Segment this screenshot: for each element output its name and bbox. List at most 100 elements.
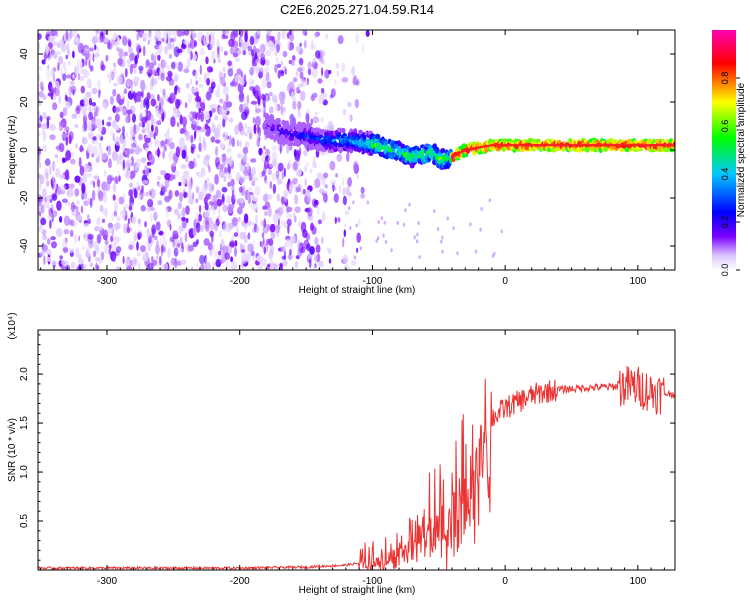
x-tick-label: -100 <box>362 276 382 287</box>
heat-speckle <box>96 47 100 54</box>
heat-speckle <box>144 137 151 144</box>
heat-speckle <box>210 136 216 143</box>
heat-speckle <box>230 81 235 87</box>
heat-speckle <box>292 177 298 185</box>
heat-speckle <box>247 243 254 253</box>
y-tick-label: 0 <box>19 147 30 153</box>
heat-speckle <box>287 254 294 260</box>
heat-speckle <box>236 206 243 215</box>
heat-speckle <box>313 255 318 262</box>
heat-speckle <box>65 94 68 101</box>
heat-speckle <box>253 88 256 97</box>
heat-speckle <box>271 94 278 103</box>
heat-speckle <box>192 226 197 237</box>
heat-speckle <box>56 200 62 211</box>
heat-speckle <box>154 138 159 147</box>
heat-speckle <box>307 61 312 70</box>
heat-speckle <box>142 45 146 57</box>
heat-speckle <box>46 248 52 258</box>
heat-speckle <box>199 204 202 213</box>
heat-speckle <box>116 216 121 222</box>
heat-speckle <box>108 226 113 235</box>
heat-speckle <box>250 158 257 163</box>
heat-speckle <box>345 186 351 196</box>
heat-speckle <box>324 184 328 189</box>
heat-speckle <box>204 154 210 161</box>
heat-speckle <box>160 170 167 176</box>
heat-speckle <box>69 80 75 86</box>
heat-speckle <box>181 116 188 127</box>
heat-signal-cell <box>304 142 308 149</box>
x-tick-label: 100 <box>629 576 646 587</box>
heat-speckle <box>218 168 225 178</box>
heat-speckle <box>452 226 455 231</box>
heat-speckle <box>97 178 100 188</box>
heat-speckle <box>271 144 278 152</box>
heat-speckle <box>102 119 105 126</box>
heat-speckle <box>228 156 233 168</box>
heat-speckle <box>329 160 336 171</box>
heat-speckle <box>64 126 70 132</box>
heat-speckle <box>77 42 84 54</box>
heat-speckle <box>336 70 339 78</box>
heat-speckle <box>106 121 112 127</box>
heat-speckle <box>70 201 75 212</box>
heat-speckle <box>276 178 283 185</box>
heat-speckle <box>251 49 254 57</box>
heat-speckle <box>86 144 94 154</box>
heat-speckle <box>206 31 209 42</box>
heat-speckle <box>350 260 357 266</box>
heat-speckle <box>261 78 267 89</box>
y-tick-label: 1.5 <box>19 416 30 430</box>
heat-speckle <box>79 67 86 75</box>
heat-speckle <box>239 30 244 37</box>
heat-speckle <box>208 166 211 173</box>
heat-speckle <box>342 195 347 206</box>
heat-speckle <box>136 241 139 251</box>
heat-signal-cell <box>285 120 290 126</box>
heat-speckle <box>130 156 134 167</box>
heat-speckle <box>80 178 84 185</box>
heat-speckle <box>179 191 183 203</box>
heat-speckle <box>212 244 215 252</box>
heat-speckle <box>60 68 63 77</box>
heat-speckle <box>146 161 152 166</box>
heat-speckle <box>133 123 136 134</box>
heat-speckle <box>365 30 370 37</box>
y-tick-label: 20 <box>19 96 30 108</box>
heat-speckle <box>342 237 345 248</box>
heat-speckle <box>52 174 55 182</box>
heat-speckle <box>236 68 242 76</box>
heat-speckle <box>51 241 57 249</box>
heat-speckle <box>327 121 334 132</box>
heat-speckle <box>276 43 280 53</box>
heat-signal-cell <box>340 127 346 134</box>
heat-speckle <box>269 91 273 97</box>
heat-speckle <box>227 223 232 233</box>
heat-speckle <box>38 66 43 71</box>
heat-speckle <box>68 85 72 97</box>
heat-speckle <box>147 39 150 45</box>
heat-speckle <box>251 79 255 85</box>
heat-speckle <box>41 59 46 65</box>
heat-speckle <box>212 194 218 203</box>
heat-speckle <box>112 88 117 97</box>
heat-speckle <box>93 240 99 251</box>
heat-speckle <box>98 265 101 270</box>
heat-speckle <box>307 207 313 217</box>
y-tick-label: 0.5 <box>19 514 30 528</box>
heat-speckle <box>87 233 94 240</box>
heat-speckle <box>351 65 356 76</box>
heat-speckle <box>310 94 316 102</box>
heat-speckle <box>343 229 346 238</box>
heat-speckle <box>149 152 154 162</box>
heat-speckle <box>436 227 440 232</box>
heat-speckle <box>274 105 279 112</box>
colorbar-tick-label: 0.8 <box>720 72 730 85</box>
heat-speckle <box>122 108 127 115</box>
heat-speckle <box>248 77 253 86</box>
heat-speckle <box>122 159 126 170</box>
heat-speckle <box>177 86 181 94</box>
heat-speckle <box>223 66 226 73</box>
heat-speckle <box>246 162 250 170</box>
